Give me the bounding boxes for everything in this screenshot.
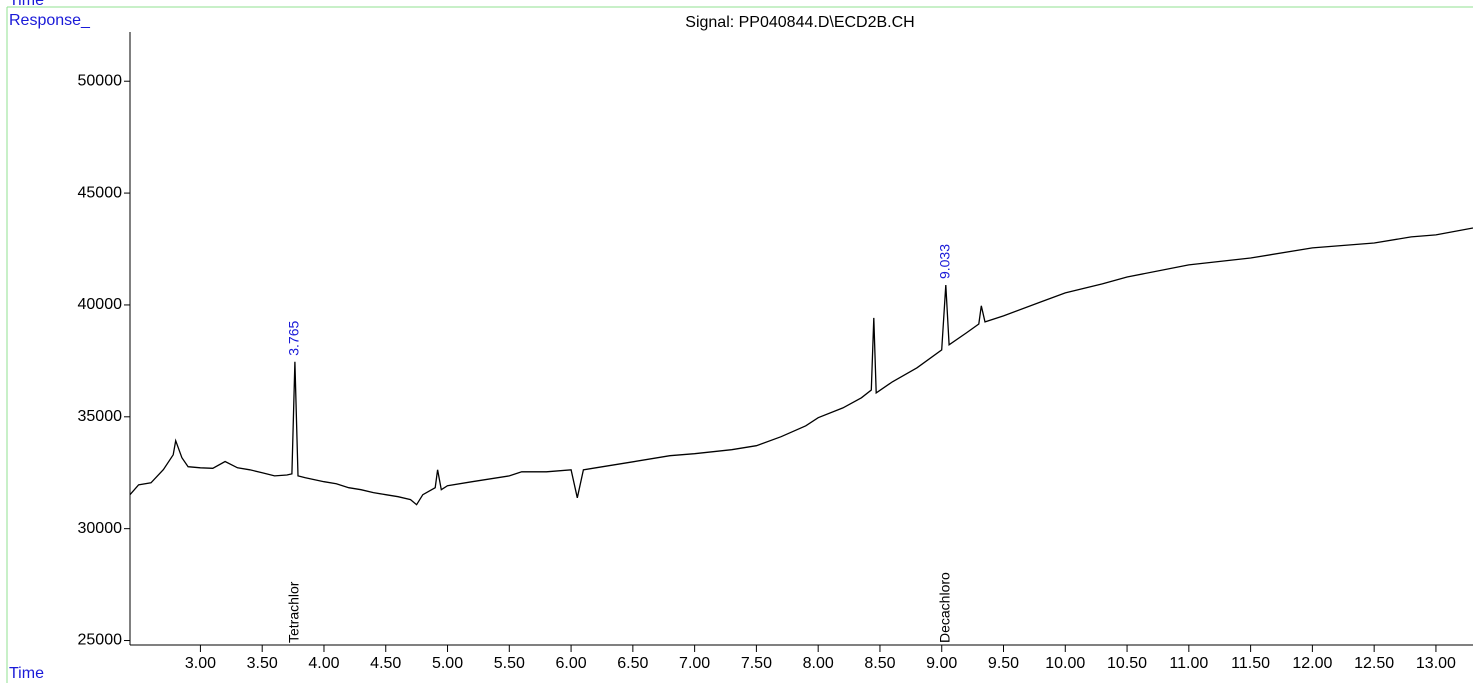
signal-trace [129, 227, 1473, 506]
x-tick-label: 7.50 [741, 655, 772, 672]
x-tick-label: 13.00 [1416, 655, 1456, 672]
x-tick-label: 5.50 [494, 655, 525, 672]
x-tick-label: 11.50 [1231, 655, 1270, 672]
x-tick-label: 12.00 [1292, 655, 1332, 672]
peak-label: 3.765 [286, 321, 302, 356]
x-tick-label: 8.00 [803, 655, 834, 672]
x-tick-label: 7.00 [679, 655, 710, 672]
x-tick-label: 11.00 [1169, 655, 1208, 672]
y-tick-label: 50000 [78, 72, 123, 89]
y-tick-label: 40000 [78, 296, 123, 313]
x-tick-label: 4.50 [370, 655, 401, 672]
x-tick-label: 12.50 [1354, 655, 1394, 672]
y-tick-label: 35000 [78, 408, 123, 425]
compound-label: Decachloro [937, 572, 953, 643]
x-tick-label: 9.50 [988, 655, 1019, 672]
chart-title: Signal: PP040844.D\ECD2B.CH [685, 14, 914, 31]
x-tick-label: 6.50 [617, 655, 648, 672]
x-axis-label: Time [9, 665, 44, 682]
peak-label: 9.033 [937, 244, 953, 279]
x-tick-label: 9.00 [926, 655, 957, 672]
x-tick-label: 3.00 [185, 655, 216, 672]
y-tick-label: 25000 [78, 632, 123, 649]
x-tick-label: 10.00 [1045, 655, 1085, 672]
x-tick-label: 10.50 [1107, 655, 1147, 672]
x-tick-label: 6.00 [556, 655, 587, 672]
compound-label: Tetrachlor [286, 581, 302, 643]
x-tick-label: 3.50 [247, 655, 278, 672]
y-tick-label: 30000 [78, 520, 123, 537]
y-tick-label: 45000 [78, 184, 123, 201]
x-tick-label: 4.00 [308, 655, 339, 672]
x-tick-label: 8.50 [864, 655, 895, 672]
x-tick-label: 5.00 [432, 655, 463, 672]
y-axis-label: Response_ [9, 12, 91, 29]
top-label: Time [9, 0, 44, 9]
